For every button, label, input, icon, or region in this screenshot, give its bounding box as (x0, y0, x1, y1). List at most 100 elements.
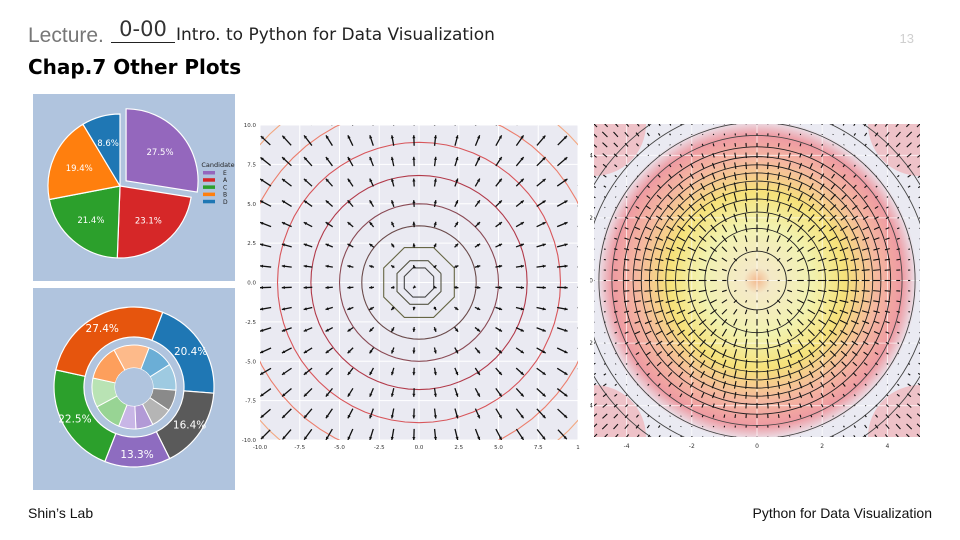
field-arrow (850, 289, 860, 292)
field-arrow (676, 309, 686, 315)
field-arrow (698, 319, 707, 326)
quiver-arrowhead (325, 328, 329, 332)
pie-slice-label: 19.4% (66, 164, 93, 174)
quiver-arrowhead (412, 200, 416, 204)
field-arrow (701, 153, 704, 158)
x-tick-label: 0.0 (415, 445, 424, 451)
field-arrow (777, 172, 781, 181)
quiver-arrowhead (455, 350, 458, 354)
field-arrow (677, 350, 685, 357)
quiver-arrowhead (260, 285, 264, 290)
field-arrow (665, 289, 675, 293)
field-arrow (604, 433, 609, 437)
quiver-arrowhead (412, 415, 416, 419)
field-arrow (797, 339, 804, 348)
field-arrow (658, 425, 661, 428)
field-arrow (884, 300, 891, 303)
field-arrow (799, 414, 802, 418)
field-arrow (658, 133, 661, 136)
quiver-arrowhead (369, 243, 373, 247)
field-arrow (665, 309, 675, 314)
field-arrow (687, 299, 697, 304)
field-arrow (614, 185, 617, 188)
field-arrow (625, 352, 628, 355)
quiver-arrowhead (542, 222, 546, 226)
field-arrow (688, 214, 696, 222)
field-arrow (624, 216, 629, 220)
quiver-arrowhead (369, 265, 373, 269)
quiver-arrowhead (281, 222, 286, 226)
field-arrow (907, 185, 911, 188)
field-arrow (678, 382, 683, 388)
field-arrow (798, 370, 803, 379)
page-number: 13 (899, 31, 914, 46)
field-arrow (906, 153, 912, 158)
quiver-arrowhead (390, 156, 394, 161)
field-arrow (680, 124, 682, 126)
field-arrow (744, 318, 748, 326)
quiver-arrowhead (390, 178, 395, 182)
field-arrow (918, 206, 920, 209)
field-arrow (676, 289, 686, 293)
quiver-arrowhead (369, 200, 373, 204)
field-arrow (745, 300, 748, 303)
y-tick-label: -2 (590, 340, 593, 347)
field-arrow (614, 175, 617, 178)
field-arrow (690, 404, 694, 408)
field-arrow (863, 195, 868, 199)
field-arrow (687, 289, 697, 293)
field-arrow (808, 182, 814, 191)
field-arrow (722, 172, 727, 180)
lecture-title: Intro. to Python for Data Visualization (176, 25, 495, 45)
field-arrow (788, 162, 791, 169)
field-arrow (733, 257, 738, 262)
field-arrow (733, 172, 737, 181)
field-arrow (777, 359, 781, 369)
field-arrow (786, 308, 793, 315)
quiver-arrowhead (260, 243, 264, 247)
quiver-arrowhead (499, 285, 503, 290)
quiver-arrow (579, 136, 583, 145)
field-arrow (862, 226, 869, 231)
field-arrow (601, 423, 608, 430)
field-arrow (842, 124, 845, 126)
y-tick-label: 5.0 (247, 202, 256, 208)
field-arrow (657, 184, 662, 189)
quiver-arrowhead (390, 285, 395, 289)
field-arrow (594, 372, 597, 376)
field-arrow (788, 152, 791, 158)
donut-outer-label: 16.4% (173, 419, 206, 431)
quiver-arrowhead (433, 156, 437, 161)
field-arrow (594, 175, 597, 179)
field-arrow (613, 413, 619, 419)
quiver-arrowhead (455, 135, 459, 139)
field-arrow (861, 247, 870, 251)
field-arrow (668, 164, 672, 168)
field-arrow (625, 434, 630, 437)
quiver-arrow (261, 118, 270, 124)
field-arrow (655, 320, 664, 325)
field-arrow (787, 338, 793, 348)
field-arrow (594, 393, 597, 396)
legend-swatch-D (203, 199, 215, 204)
field-arrow (721, 224, 728, 233)
field-arrow (678, 371, 684, 378)
field-arrow (647, 124, 651, 127)
field-arrow (884, 310, 890, 313)
quiver-arrowhead (391, 265, 395, 269)
field-arrow (852, 184, 857, 189)
field-arrow (655, 225, 663, 231)
quiver-arrowhead (520, 135, 524, 139)
quiver-arrowhead (542, 157, 546, 161)
quiver-arrowhead (412, 178, 416, 182)
field-arrow (613, 403, 618, 408)
field-arrow (636, 154, 639, 157)
quiver-arrowhead (455, 221, 459, 226)
field-arrow (807, 299, 816, 304)
field-arrow (797, 328, 804, 337)
field-arrow (644, 236, 652, 241)
x-tick-label: 1 (576, 445, 580, 451)
field-arrow (733, 308, 738, 315)
field-arrow (647, 394, 650, 396)
